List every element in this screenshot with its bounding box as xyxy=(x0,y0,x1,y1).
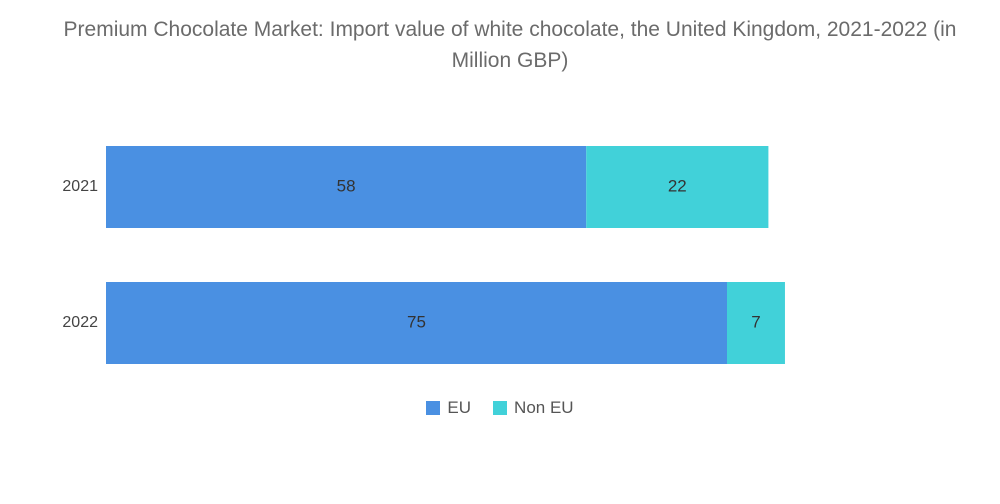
data-label-eu-2022: 75 xyxy=(407,312,426,331)
legend-swatch-non-eu xyxy=(493,401,508,415)
legend: EU Non EU xyxy=(0,398,1000,418)
category-label-2022: 2022 xyxy=(62,314,98,331)
chart-title: Premium Chocolate Market: Import value o… xyxy=(63,18,957,72)
legend-label-non-eu: Non EU xyxy=(514,398,574,417)
data-label-eu-2021: 58 xyxy=(337,176,356,195)
bar-non-eu-2022 xyxy=(727,282,785,364)
legend-label-eu: EU xyxy=(447,398,472,417)
bar-non-eu-2021 xyxy=(586,146,769,228)
legend-item-non-eu: Non EU xyxy=(493,398,574,418)
data-label-non-eu-2021: 22 xyxy=(668,176,687,195)
bar-eu-2021 xyxy=(106,146,587,228)
bar-eu-2022 xyxy=(106,282,727,364)
category-label-2021: 2021 xyxy=(62,178,98,195)
data-label-non-eu-2022: 7 xyxy=(751,312,760,331)
legend-item-eu: EU xyxy=(426,398,471,418)
legend-swatch-eu xyxy=(426,401,441,415)
